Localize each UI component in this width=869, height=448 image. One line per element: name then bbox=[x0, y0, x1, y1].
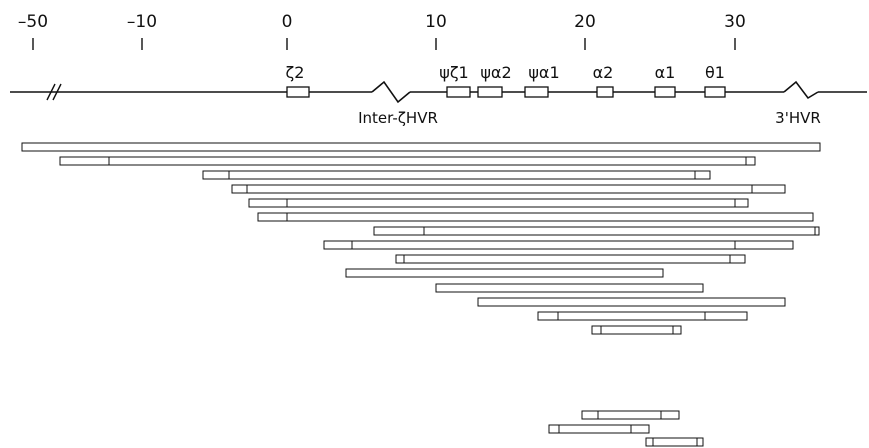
gene-box-alpha2 bbox=[596, 86, 614, 98]
scale-tick-label: 0 bbox=[282, 12, 293, 32]
gene-box-psi-zeta1 bbox=[446, 86, 471, 98]
gene-label-alpha1: α1 bbox=[655, 63, 676, 82]
scale-tick-label: –10 bbox=[127, 12, 157, 32]
gene-box-theta1 bbox=[704, 86, 726, 98]
gene-box-psi-alpha2 bbox=[477, 86, 503, 98]
deletion-bar bbox=[257, 212, 814, 222]
deletion-bar bbox=[248, 198, 749, 208]
gene-box-zeta2 bbox=[286, 86, 310, 98]
gene-box-psi-alpha1 bbox=[524, 86, 549, 98]
gene-label-psi-alpha1: ψα1 bbox=[528, 63, 559, 82]
gene-label-psi-zeta1: ψζ1 bbox=[439, 63, 468, 82]
deletion-bar bbox=[537, 311, 748, 321]
inter-zeta-hvr-label: Inter-ζHVR bbox=[358, 109, 438, 127]
deletion-bar bbox=[591, 325, 682, 335]
deletion-bar bbox=[581, 410, 680, 420]
gene-cluster-line bbox=[10, 80, 867, 104]
gene-label-psi-alpha2: ψα2 bbox=[480, 63, 511, 82]
deletion-bar bbox=[477, 297, 786, 307]
deletion-bar bbox=[231, 184, 786, 194]
deletion-bar bbox=[323, 240, 794, 250]
deletion-bars bbox=[21, 142, 821, 447]
gene-label-zeta2: ζ2 bbox=[286, 63, 305, 82]
inter-zeta-hvr-marker bbox=[371, 80, 411, 104]
axis-break-icon bbox=[46, 83, 62, 101]
scale-tick-label: 10 bbox=[425, 12, 447, 32]
gene-label-theta1: θ1 bbox=[705, 63, 725, 82]
scale-tick-label: 30 bbox=[724, 12, 746, 32]
deletion-bar bbox=[548, 424, 650, 434]
scale-ruler bbox=[32, 38, 736, 50]
three-prime-hvr-label: 3'HVR bbox=[775, 109, 821, 127]
gene-label-alpha2: α2 bbox=[593, 63, 614, 82]
deletion-bar bbox=[21, 142, 821, 152]
deletion-bar bbox=[202, 170, 711, 180]
deletion-bar bbox=[59, 156, 756, 166]
three-prime-hvr-marker bbox=[783, 80, 819, 100]
deletion-bar bbox=[645, 437, 704, 447]
deletion-bar bbox=[395, 254, 746, 264]
scale-tick-label: –50 bbox=[18, 12, 48, 32]
scale-tick-label: 20 bbox=[574, 12, 596, 32]
gene-boxes bbox=[286, 86, 726, 98]
deletion-bar bbox=[373, 226, 820, 236]
deletion-bar bbox=[435, 283, 704, 293]
deletion-bar bbox=[345, 268, 664, 278]
gene-box-alpha1 bbox=[654, 86, 676, 98]
scale-tick-labels: –50 –10 0 10 20 30 bbox=[18, 12, 746, 32]
gene-labels: ζ2 ψζ1 ψα2 ψα1 α2 α1 θ1 bbox=[286, 63, 725, 82]
